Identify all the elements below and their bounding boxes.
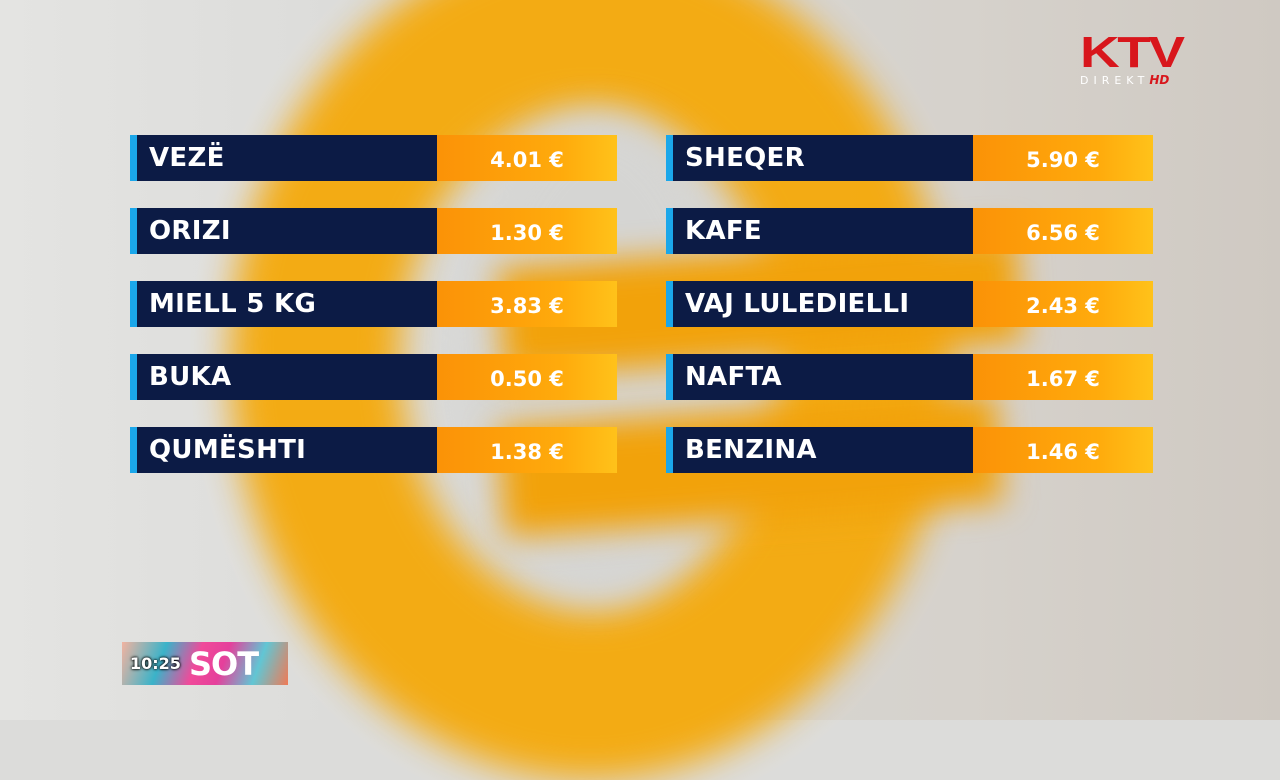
item-price: 5.90 €	[973, 135, 1153, 181]
price-row: ORIZI 1.30 €	[130, 208, 617, 254]
item-name: VEZË	[137, 135, 437, 181]
price-row: MIELL 5 KG 3.83 €	[130, 281, 617, 327]
item-name: VAJ LULEDIELLI	[673, 281, 973, 327]
price-row: VAJ LULEDIELLI 2.43 €	[666, 281, 1153, 327]
row-accent	[666, 354, 673, 400]
item-price: 1.30 €	[437, 208, 617, 254]
row-accent	[130, 135, 137, 181]
clock: 10:25	[130, 654, 181, 673]
logo-sublabel: DIREKT	[1080, 74, 1150, 87]
item-name: MIELL 5 KG	[137, 281, 437, 327]
show-bug: 10:25 SOT	[122, 642, 288, 685]
row-accent	[130, 427, 137, 473]
row-accent	[130, 281, 137, 327]
row-accent	[666, 427, 673, 473]
item-price: 1.38 €	[437, 427, 617, 473]
item-price: 1.46 €	[973, 427, 1153, 473]
item-price: 4.01 €	[437, 135, 617, 181]
logo-text: KTV	[1080, 28, 1185, 77]
row-accent	[130, 208, 137, 254]
item-name: SHEQER	[673, 135, 973, 181]
price-row: BUKA 0.50 €	[130, 354, 617, 400]
item-name: NAFTA	[673, 354, 973, 400]
price-row: KAFE 6.56 €	[666, 208, 1153, 254]
ktv-logo: KTV DIREKTHD	[1080, 31, 1204, 88]
item-price: 6.56 €	[973, 208, 1153, 254]
row-accent	[666, 208, 673, 254]
item-price: 1.67 €	[973, 354, 1153, 400]
price-row: BENZINA 1.46 €	[666, 427, 1153, 473]
row-accent	[666, 281, 673, 327]
price-row: VEZË 4.01 €	[130, 135, 617, 181]
item-price: 0.50 €	[437, 354, 617, 400]
hd-badge: HD	[1149, 73, 1170, 87]
row-accent	[666, 135, 673, 181]
item-name: BENZINA	[673, 427, 973, 473]
price-row: SHEQER 5.90 €	[666, 135, 1153, 181]
item-price: 3.83 €	[437, 281, 617, 327]
item-price: 2.43 €	[973, 281, 1153, 327]
item-name: ORIZI	[137, 208, 437, 254]
price-row: NAFTA 1.67 €	[666, 354, 1153, 400]
item-name: BUKA	[137, 354, 437, 400]
price-row: QUMËSHTI 1.38 €	[130, 427, 617, 473]
row-accent	[130, 354, 137, 400]
item-name: KAFE	[673, 208, 973, 254]
show-logo: SOT	[188, 644, 259, 683]
item-name: QUMËSHTI	[137, 427, 437, 473]
